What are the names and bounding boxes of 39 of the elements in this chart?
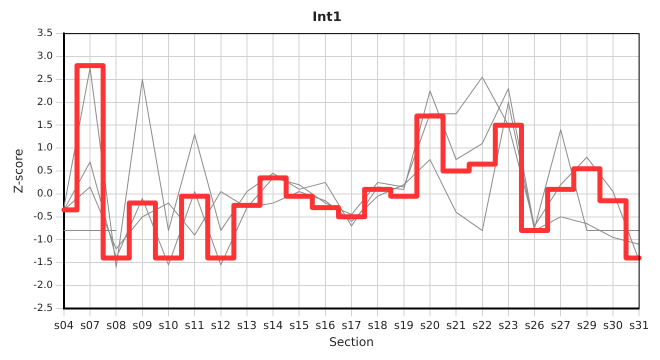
x-tick-label: s31 [629, 318, 650, 332]
y-tick-label: -1.5 [33, 257, 53, 268]
y-tick-label: -0.5 [33, 211, 53, 222]
y-tick-label: -2.0 [33, 280, 53, 292]
chart-title: Int1 [312, 10, 342, 26]
x-tick-label: s08 [106, 318, 126, 332]
x-tick-label: s29 [576, 318, 597, 332]
y-tick-label: 0.0 [37, 188, 53, 200]
y-tick-label: 3.0 [37, 51, 53, 62]
y-tick-label: 1.0 [37, 142, 53, 154]
x-axis-title: Section [329, 334, 374, 349]
x-tick-label: s18 [368, 318, 388, 332]
y-tick-label: 1.5 [37, 120, 53, 131]
x-tick-label: s09 [132, 318, 152, 332]
x-tick-label: s17 [342, 318, 362, 332]
x-tick-label: s26 [524, 318, 544, 332]
x-tick-label: s27 [550, 318, 571, 332]
y-tick-label: -2.5 [33, 302, 53, 314]
y-axis-title: Z-score [11, 148, 26, 194]
y-tick-label: 0.5 [37, 166, 53, 177]
x-tick-label: s14 [263, 318, 283, 332]
x-tick-label: s07 [80, 318, 100, 332]
x-tick-label: s20 [420, 318, 440, 332]
y-tick-label: 3.5 [37, 28, 53, 40]
x-tick-label: s04 [54, 318, 74, 332]
x-tick-label: s12 [210, 318, 231, 332]
x-tick-label: s11 [184, 318, 205, 332]
x-tick-label: s19 [394, 318, 414, 332]
x-tick-label: s23 [498, 318, 518, 332]
x-tick-label: s15 [289, 318, 310, 332]
x-tick-label: s22 [472, 318, 492, 332]
x-tick-label: s21 [446, 318, 466, 332]
x-tick-label: s13 [237, 318, 257, 332]
y-tick-label: 2.5 [37, 74, 53, 85]
x-tick-label: s16 [316, 318, 336, 332]
y-tick-label: -1.0 [33, 234, 53, 246]
x-tick-label: s10 [158, 318, 178, 332]
y-tick-label: 2.0 [37, 96, 53, 108]
x-tick-label: s30 [603, 318, 623, 332]
